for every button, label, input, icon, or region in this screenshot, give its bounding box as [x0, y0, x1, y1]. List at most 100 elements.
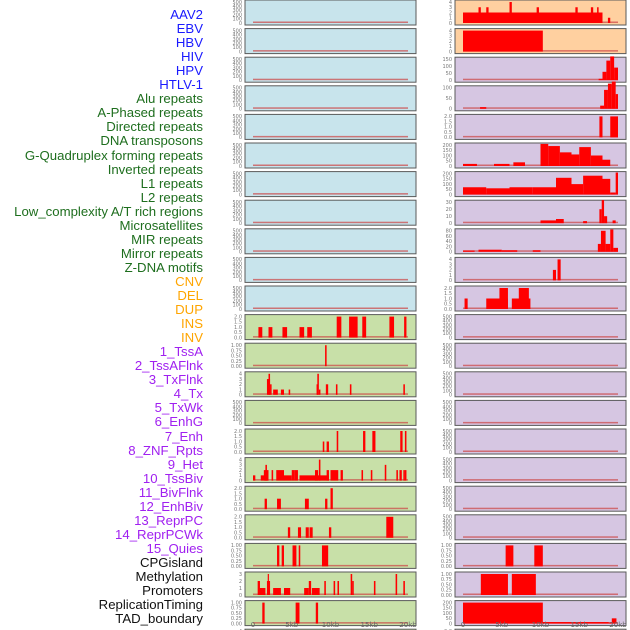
data-bar — [315, 602, 319, 624]
y-tick-label: 150 — [442, 177, 452, 183]
panel-background — [244, 142, 417, 169]
y-tick-label: 500 — [442, 486, 452, 492]
data-bar — [600, 230, 606, 252]
track-label: 10_TssBiv — [142, 470, 203, 486]
y-tick-label: 400 — [232, 204, 242, 210]
y-tick-label: 3 — [449, 262, 452, 268]
baseline — [463, 364, 618, 367]
y-tick-label: 0 — [239, 164, 242, 170]
y-tick-label: 200 — [232, 184, 242, 190]
y-tick-label: 1.5 — [234, 434, 242, 440]
y-tick-label: 200 — [442, 470, 452, 476]
x-tick-label: 20kb — [399, 621, 417, 629]
x-tick-label: 5kb — [495, 621, 509, 629]
panel-background — [454, 256, 627, 283]
y-tick-label: 100 — [442, 182, 452, 188]
left-panel: 2.01.51.00.50.0 — [234, 485, 417, 513]
y-tick-label: 3 — [449, 5, 452, 11]
y-tick-label: 200 — [442, 600, 452, 606]
y-tick-label: 400 — [442, 404, 452, 410]
data-bar — [263, 470, 269, 481]
track-label: 8_ZNF_Rpts — [128, 442, 203, 458]
y-tick-label: 200 — [232, 270, 242, 276]
panel-background — [244, 256, 417, 283]
y-tick-label: 80 — [446, 229, 452, 235]
data-bar — [615, 94, 618, 109]
data-bar — [362, 316, 367, 338]
y-tick-label: 0.0 — [444, 307, 452, 313]
baseline — [463, 107, 618, 109]
y-tick-label: 0 — [239, 307, 242, 313]
panel-background — [244, 228, 417, 255]
data-bar — [267, 574, 269, 595]
y-tick-label: 0.25 — [231, 616, 242, 622]
track-label: HIV — [181, 49, 203, 65]
y-tick-label: 1.00 — [441, 572, 452, 578]
y-tick-label: 0.75 — [231, 548, 242, 554]
y-tick-label: 1 — [449, 273, 452, 279]
baseline — [463, 421, 618, 424]
baseline — [253, 393, 408, 395]
data-bar — [282, 327, 288, 338]
track-label: HTLV-1 — [159, 77, 203, 93]
data-bar — [326, 441, 329, 452]
y-tick-label: 0.25 — [441, 559, 452, 565]
data-bar — [337, 581, 340, 595]
y-tick-label: 200 — [232, 155, 242, 161]
data-bar — [463, 30, 543, 52]
y-tick-label: 100 — [442, 503, 452, 509]
panel-background — [454, 85, 627, 112]
data-bar — [373, 581, 376, 595]
y-tick-label: 200 — [442, 441, 452, 447]
data-bar — [556, 177, 572, 195]
data-bar — [325, 384, 329, 395]
data-bar — [361, 470, 364, 481]
panel-background — [454, 399, 627, 426]
baseline — [463, 536, 618, 538]
x-tick-label: 10kb — [532, 621, 550, 629]
y-tick-label: 300 — [232, 180, 242, 186]
y-tick-label: 20 — [446, 207, 452, 213]
data-bar — [335, 384, 338, 395]
y-tick-label: 0.00 — [231, 621, 242, 627]
track-label: CPGisland — [139, 554, 203, 570]
data-bar — [590, 155, 603, 166]
baseline — [253, 193, 408, 195]
y-tick-label: 500 — [442, 400, 452, 406]
baseline — [463, 336, 618, 338]
y-tick-label: 400 — [232, 33, 242, 39]
left-panel: 2.01.51.00.50.0 — [234, 314, 417, 341]
y-tick-label: 400 — [442, 376, 452, 382]
y-tick-label: 500 — [442, 343, 452, 349]
data-bar — [333, 581, 336, 595]
y-tick-label: 400 — [442, 347, 452, 353]
panel-background — [244, 428, 417, 455]
y-tick-label: 500 — [232, 257, 242, 263]
y-tick-label: 0.50 — [441, 554, 452, 560]
y-tick-label: 0.00 — [231, 564, 242, 570]
y-tick-label: 0.00 — [231, 364, 242, 370]
data-bar — [318, 389, 321, 395]
data-bar — [612, 220, 616, 224]
data-bar — [253, 475, 256, 481]
panel-background — [454, 113, 627, 140]
baseline — [463, 479, 618, 481]
data-bar — [557, 259, 561, 281]
baseline — [463, 593, 618, 595]
data-bar — [318, 459, 321, 481]
data-bar — [613, 247, 618, 252]
y-tick-label: 400 — [442, 519, 452, 525]
data-bar — [599, 209, 602, 224]
y-tick-label: 0 — [449, 393, 452, 399]
y-tick-label: 400 — [232, 61, 242, 67]
y-tick-label: 300 — [442, 466, 452, 472]
y-tick-label: 0.50 — [231, 554, 242, 560]
baseline — [253, 78, 408, 81]
y-tick-label: 1 — [239, 586, 242, 592]
data-bar — [478, 249, 502, 252]
data-bar — [281, 545, 284, 567]
data-bar — [532, 250, 541, 252]
